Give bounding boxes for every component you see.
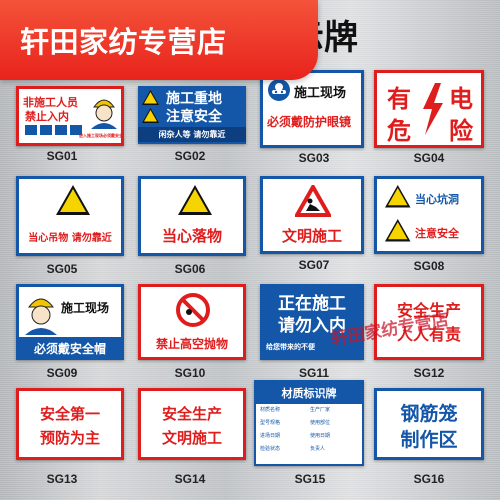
sign-sg05[interactable]: 当心吊物 请勿靠近	[16, 176, 124, 256]
sign-sg12-line2: 人人有责	[396, 325, 461, 344]
sign-sg12[interactable]: 安全生产 人人有责	[374, 284, 484, 360]
no-throwing-icon	[175, 292, 211, 332]
code-sg08: SG08	[413, 259, 445, 273]
code-sg03: SG03	[298, 151, 330, 165]
code-sg15: SG15	[294, 472, 326, 486]
sign-sg07-text: 文明施工	[281, 227, 342, 245]
sign-sg10[interactable]: 禁止高空抛物	[138, 284, 246, 360]
sign-sg14-line2: 文明施工	[161, 429, 222, 447]
warning-triangle-icon	[142, 90, 159, 105]
table-cell: 负责人	[310, 446, 326, 452]
sign-sg02[interactable]: 施工重地 注意安全 闲杂人等 请勿靠近	[138, 86, 246, 144]
sign-sg03[interactable]: 施工现场 必须戴防护眼镜	[260, 70, 364, 148]
lightning-icon	[419, 83, 445, 139]
sign-sg16-line2: 制作区	[400, 429, 458, 451]
code-sg01: SG01	[46, 149, 78, 163]
shop-banner[interactable]: 轩田家纺专营店	[0, 0, 318, 80]
sign-sg02-footer: 闲杂人等 请勿靠近	[138, 127, 246, 142]
table-row: 型号规格 使用部位	[260, 419, 360, 432]
code-sg09: SG09	[46, 366, 78, 380]
sign-sg03-line1: 施工现场	[294, 86, 347, 101]
warning-triangle-icon	[385, 219, 411, 242]
sign-sg08-line2: 注意安全	[415, 227, 459, 240]
sign-sg09[interactable]: 施工现场 必须戴安全帽	[16, 284, 124, 360]
sign-sg13[interactable]: 安全第一 预防为主	[16, 388, 124, 460]
road-work-icon	[293, 182, 333, 221]
sign-sg01[interactable]: 非施工人员 禁止入内 进入施工现场必须戴安全帽	[16, 86, 124, 146]
warning-triangle-icon	[142, 108, 159, 123]
falling-object-warning-icon	[178, 185, 212, 215]
code-sg12: SG12	[413, 366, 445, 380]
code-sg16: SG16	[413, 472, 445, 486]
sign-sg02-line1: 施工重地	[166, 91, 222, 107]
sign-sg15[interactable]: 材质标识牌 材质名称 生产厂家 型号规格 使用部位 进场日期 使用日期 检验状态…	[254, 380, 364, 466]
sign-sg13-line2: 预防为主	[39, 429, 100, 447]
sign-sg14[interactable]: 安全生产 文明施工	[138, 388, 246, 460]
table-cell: 检验状态	[260, 446, 281, 452]
pit-warning-icon	[385, 185, 411, 208]
table-cell: 材质名称	[260, 407, 281, 413]
code-sg05: SG05	[46, 262, 78, 276]
sign-sg08[interactable]: 当心坑洞 注意安全	[374, 176, 484, 254]
falling-load-warning-icon	[56, 185, 90, 215]
sign-sg07[interactable]: 文明施工	[260, 176, 364, 254]
sign-sg01-line1: 非施工人员	[23, 96, 78, 109]
sign-sg04[interactable]: 有 电 危 险	[374, 70, 484, 148]
code-sg02: SG02	[174, 149, 206, 163]
sign-sg16-line1: 钢筋笼	[400, 403, 458, 425]
code-sg10: SG10	[174, 366, 206, 380]
warning-triangles	[25, 125, 83, 135]
sign-sg02-line2: 注意安全	[166, 109, 222, 125]
sign-sg08-line1: 当心坑洞	[415, 193, 459, 206]
table-cell: 使用部位	[310, 420, 331, 426]
material-table: 材质名称 生产厂家 型号规格 使用部位 进场日期 使用日期 检验状态 负责人	[260, 406, 360, 458]
sign-sg04-char3: 危	[387, 117, 411, 145]
code-sg06: SG06	[174, 262, 206, 276]
sign-sg03-line2: 必须戴防护眼镜	[267, 115, 352, 129]
sign-sg09-line2: 必须戴安全帽	[19, 337, 121, 357]
worker-helmet-icon	[23, 291, 59, 339]
sign-sg06-text: 当心落物	[161, 227, 222, 245]
sign-sg05-text: 当心吊物 请勿靠近	[28, 233, 112, 244]
table-cell: 使用日期	[310, 433, 331, 439]
sign-sg11-line2: 请勿入内	[278, 316, 346, 336]
sign-sg11-sub: 给您带来的不便	[266, 343, 315, 351]
table-cell: 生产厂家	[310, 407, 331, 413]
sign-sg01-line2: 禁止入内	[25, 110, 69, 123]
sign-sg11-line1: 正在施工	[278, 294, 346, 314]
goggles-icon	[268, 79, 290, 101]
code-sg11: SG11	[298, 366, 330, 380]
worker-icon	[89, 93, 119, 129]
sign-sg06[interactable]: 当心落物	[138, 176, 246, 256]
table-row: 进场日期 使用日期	[260, 432, 360, 445]
sign-sg15-title: 材质标识牌	[256, 382, 362, 404]
sign-sg01-sub: 进入施工现场必须戴安全帽	[79, 133, 124, 138]
sign-sg04-char4: 险	[449, 117, 473, 145]
sign-sg11[interactable]: 正在施工 请勿入内 给您带来的不便	[260, 284, 364, 360]
table-row: 材质名称 生产厂家	[260, 406, 360, 419]
table-cell: 型号规格	[260, 420, 281, 426]
code-sg04: SG04	[413, 151, 445, 165]
sign-sg09-line1: 施工现场	[61, 301, 110, 315]
sign-sg14-line1: 安全生产	[161, 405, 222, 423]
sign-sg12-line1: 安全生产	[396, 301, 461, 320]
sign-sg10-text: 禁止高空抛物	[155, 337, 228, 351]
code-sg14: SG14	[174, 472, 206, 486]
table-cell: 进场日期	[260, 433, 281, 439]
sign-sg16[interactable]: 钢筋笼 制作区	[374, 388, 484, 460]
sign-sg04-char2: 电	[449, 85, 473, 113]
code-sg07: SG07	[298, 258, 330, 272]
sign-sg04-char1: 有	[387, 85, 411, 113]
table-row: 检验状态 负责人	[260, 445, 360, 458]
code-sg13: SG13	[46, 472, 78, 486]
sign-sg13-line1: 安全第一	[39, 405, 100, 423]
